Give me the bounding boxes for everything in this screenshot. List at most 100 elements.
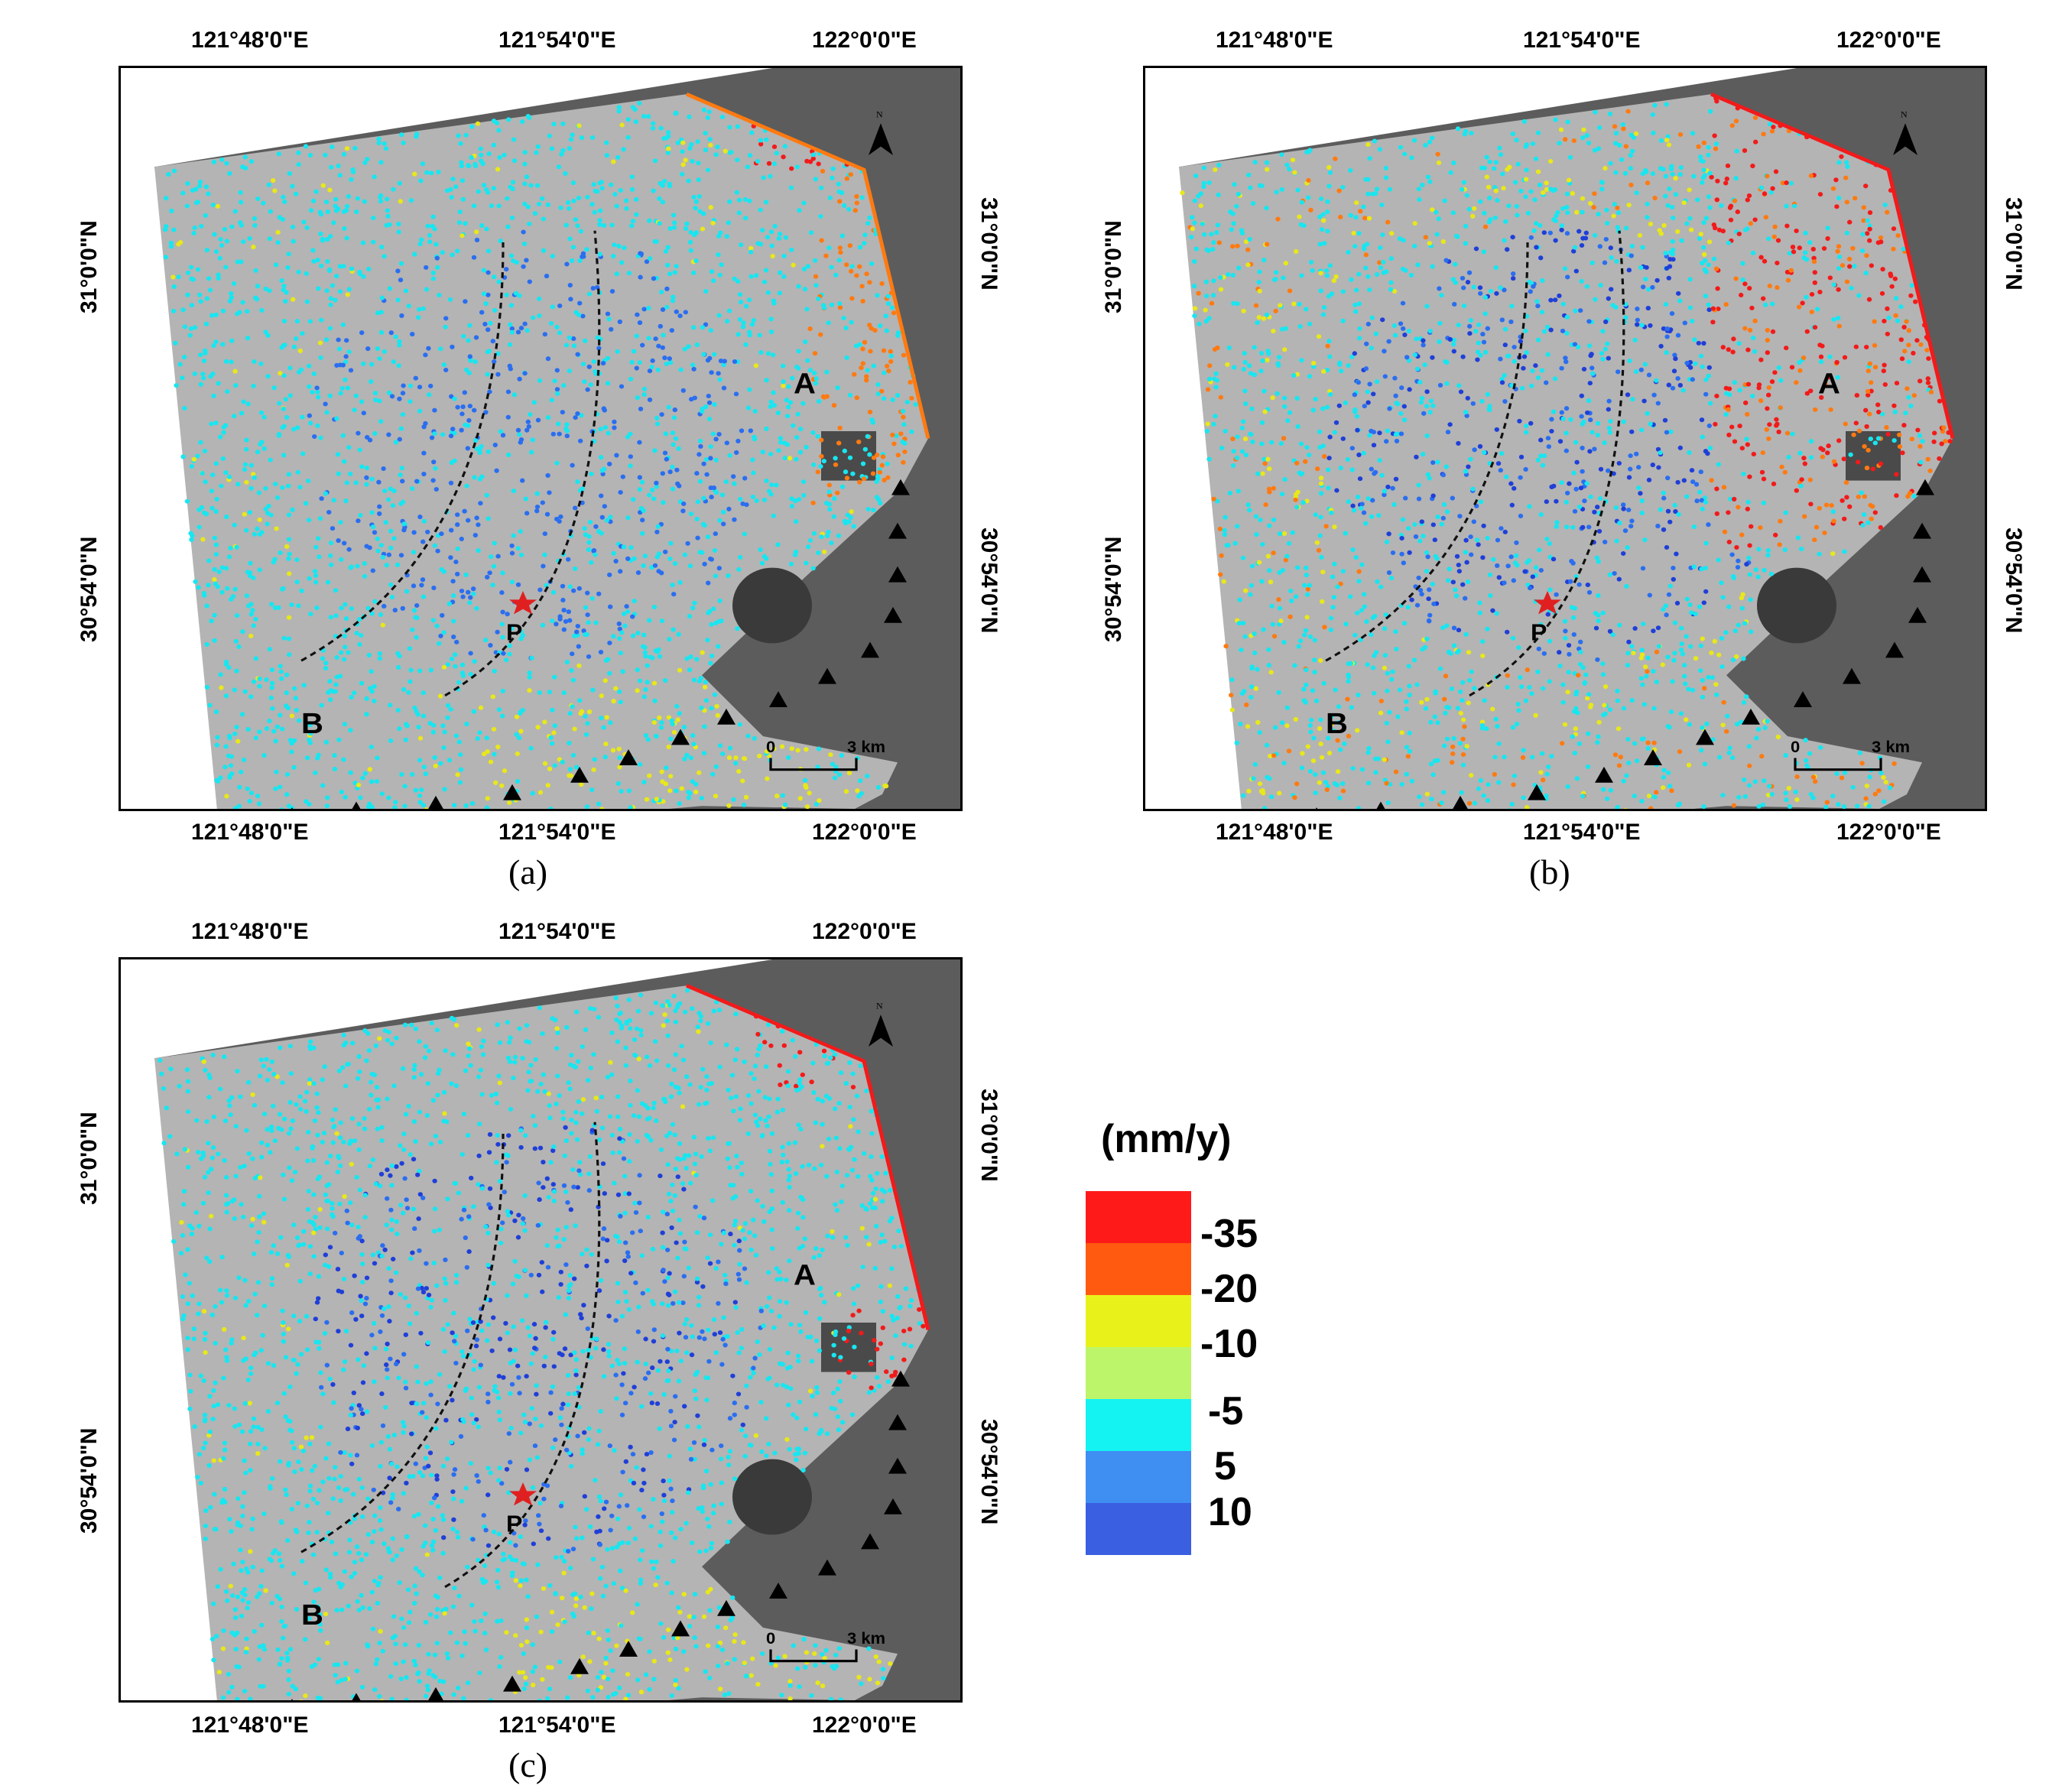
ps-point xyxy=(1271,329,1276,334)
ps-point xyxy=(552,378,557,384)
ps-point xyxy=(1607,707,1613,713)
ps-point xyxy=(1608,245,1613,251)
ps-point xyxy=(324,410,330,415)
ps-point xyxy=(535,417,541,423)
ps-point xyxy=(209,489,214,494)
ps-point xyxy=(1252,651,1258,656)
ps-point xyxy=(402,784,408,789)
ps-point xyxy=(253,656,258,661)
ps-point xyxy=(805,358,810,363)
ps-point xyxy=(751,317,756,323)
ps-point xyxy=(1388,256,1394,261)
ps-point xyxy=(500,609,505,615)
ps-point xyxy=(1645,180,1651,186)
ps-point xyxy=(469,155,474,161)
ps-point xyxy=(666,715,671,720)
ps-point xyxy=(573,415,578,420)
ps-point xyxy=(687,614,693,619)
ps-point xyxy=(665,130,671,135)
ps-point xyxy=(1224,543,1229,548)
ps-point xyxy=(796,497,802,502)
ps-point xyxy=(1333,687,1338,693)
ps-point xyxy=(1578,308,1583,313)
ps-point xyxy=(227,170,232,176)
ps-point xyxy=(1250,440,1255,445)
ps-point xyxy=(527,115,532,121)
ps-point xyxy=(1590,371,1596,376)
ps-point xyxy=(1641,398,1647,404)
ps-point xyxy=(1243,239,1249,245)
ps-point xyxy=(1468,534,1473,540)
ps-point xyxy=(1605,220,1610,226)
ps-point xyxy=(509,330,515,335)
ps-point xyxy=(182,405,187,411)
ps-point xyxy=(830,761,836,767)
ps-point xyxy=(1544,187,1550,192)
ps-point xyxy=(859,195,865,200)
ps-point xyxy=(198,299,203,304)
ps-point xyxy=(515,582,521,587)
ps-point xyxy=(641,632,647,638)
gnss-marker xyxy=(352,801,361,809)
ps-point xyxy=(1564,359,1569,365)
ps-point xyxy=(1606,296,1611,301)
ps-point xyxy=(524,258,529,263)
ps-point xyxy=(745,405,752,411)
ps-point xyxy=(1836,802,1841,807)
ps-point xyxy=(631,497,636,502)
ps-point xyxy=(212,232,217,237)
ps-point xyxy=(1621,706,1627,711)
ps-point xyxy=(1940,429,1946,434)
ps-point xyxy=(1318,515,1323,520)
ps-point xyxy=(421,472,427,477)
ps-point xyxy=(862,339,868,345)
ps-point xyxy=(849,268,854,274)
ps-point xyxy=(251,245,256,250)
ps-point xyxy=(1482,349,1489,355)
ps-point xyxy=(1740,277,1745,283)
ps-point xyxy=(611,159,616,164)
ps-point xyxy=(1407,748,1412,754)
ps-point xyxy=(883,313,888,319)
ps-point xyxy=(300,451,306,456)
ps-point xyxy=(1439,521,1444,527)
ps-point xyxy=(781,253,787,258)
ps-point xyxy=(1398,411,1404,416)
ps-point xyxy=(685,541,690,546)
ps-point xyxy=(212,612,217,618)
ps-point xyxy=(670,486,676,492)
ps-point xyxy=(1782,469,1788,475)
ps-point xyxy=(556,421,561,427)
ps-point xyxy=(1559,227,1564,232)
ps-point xyxy=(259,307,265,313)
ps-point xyxy=(1639,498,1645,504)
ps-point xyxy=(1201,165,1206,170)
ps-point xyxy=(1866,447,1871,453)
ps-point xyxy=(800,479,807,485)
ps-point xyxy=(573,765,580,770)
ps-point xyxy=(384,222,389,228)
ps-point xyxy=(662,178,667,184)
ps-point xyxy=(1506,203,1512,209)
ps-point xyxy=(1601,787,1606,792)
ps-point xyxy=(1628,182,1634,187)
ps-point xyxy=(1576,673,1581,678)
ps-point xyxy=(349,177,354,182)
ps-point xyxy=(1216,162,1222,167)
ps-point xyxy=(1284,162,1290,167)
ps-point xyxy=(630,633,636,638)
ps-point xyxy=(1661,167,1666,172)
ps-point xyxy=(671,225,677,230)
ps-point xyxy=(1867,210,1873,216)
ps-point xyxy=(1317,429,1323,434)
ps-point xyxy=(582,526,587,531)
ps-point xyxy=(188,326,194,331)
ps-point xyxy=(1528,586,1533,591)
ps-point xyxy=(1521,354,1528,359)
ps-point xyxy=(1663,193,1668,199)
ps-point xyxy=(1422,362,1427,368)
ps-point xyxy=(1505,167,1510,172)
ps-point xyxy=(1632,337,1638,342)
ps-point xyxy=(567,584,573,589)
ps-point xyxy=(1747,543,1752,548)
